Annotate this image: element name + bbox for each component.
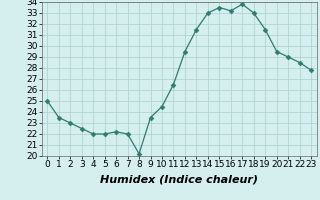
- X-axis label: Humidex (Indice chaleur): Humidex (Indice chaleur): [100, 175, 258, 185]
